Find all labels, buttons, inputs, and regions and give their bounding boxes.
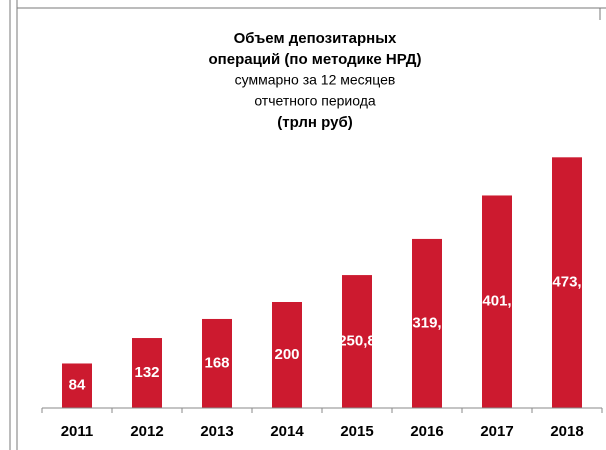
chart-subtitle: суммарно за 12 месяцев [235,72,396,88]
value-label: 84 [69,377,86,394]
x-tick-label: 2011 [61,423,94,440]
value-label: 250,8 [338,333,376,350]
x-tick-label: 2012 [130,423,163,440]
bar [412,238,442,408]
bar [62,363,92,408]
bar [482,195,512,408]
x-tick-label: 2017 [480,423,513,440]
units-label: (трлн руб) [277,114,352,131]
x-tick-label: 2014 [270,423,304,440]
x-tick-label: 2013 [200,423,233,440]
bar [552,157,582,408]
value-label: 200 [274,346,299,363]
x-tick-label: 2016 [410,423,443,440]
value-label: 132 [134,364,159,381]
bar [202,318,232,408]
value-label: 473, [552,274,581,291]
bar [132,338,162,408]
x-tick-label: 2018 [550,423,583,440]
bar [272,302,302,408]
chart-title: Объем депозитарных [234,30,397,47]
chart-title: операций (по методике НРД) [209,51,422,68]
value-label: 168 [204,354,229,371]
bar [342,275,372,408]
value-label: 401, [482,293,511,310]
x-tick-label: 2015 [340,423,373,440]
chart-subtitle: отчетного периода [254,93,376,109]
value-label: 319, [412,314,441,331]
